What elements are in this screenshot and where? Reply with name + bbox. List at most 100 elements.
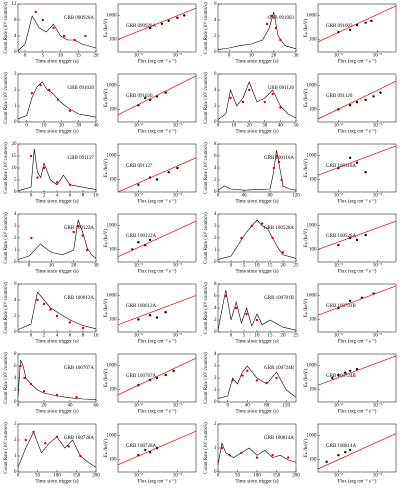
x-axis-label: Time since trigger (s) [35, 410, 78, 415]
data-point [167, 19, 170, 22]
data-point [372, 95, 375, 98]
x-tick-label: 10 [249, 54, 255, 59]
x-tick-label: 200 [92, 474, 100, 479]
x-tick-label: 100 [53, 474, 61, 479]
panel-title: GRB 100612A [126, 304, 157, 309]
y-tick-label: 1000 [107, 434, 118, 439]
x-tick-label: 30 [94, 264, 100, 269]
y-axis-label: Count Rate (10³ counts/s) [3, 422, 9, 474]
x-tick-label: 50 [294, 124, 300, 129]
x-tick-label: 0 [230, 264, 233, 269]
y-axis-label: Count Rate (10³ counts/s) [203, 282, 209, 334]
data-point [85, 248, 89, 252]
data-point [275, 376, 278, 380]
x-tick-label: 10⁻⁵ [373, 53, 383, 59]
plot-frame [317, 353, 397, 403]
y-axis-label: Eₚ (keV) [304, 369, 309, 387]
data-point [55, 435, 59, 438]
plot-frame [317, 143, 397, 193]
data-point [67, 445, 70, 448]
x-tick-label: 10⁻⁶ [134, 263, 144, 269]
plot-frame [217, 213, 297, 263]
data-point [240, 236, 243, 240]
data-point [241, 100, 245, 104]
y-axis-label: Count Rate (10³ counts/s) [3, 2, 9, 54]
x-tick-label: 4 [56, 334, 59, 339]
y-axis-label: Count Rate (10³ counts/s) [203, 2, 209, 54]
x-tick-label: 20 [71, 264, 77, 269]
series-line [17, 291, 97, 330]
data-point [228, 454, 231, 457]
panel-title: GRB 100122A [64, 226, 95, 231]
data-point [263, 100, 266, 104]
panel-title: GRB 091020 [67, 86, 94, 91]
plot-frame [217, 3, 297, 53]
y-tick-label: 2 [214, 236, 217, 241]
x-tick-label: 0 [230, 334, 233, 339]
x-axis-label: Time since trigger (s) [235, 130, 278, 135]
y-tick-label: 100 [109, 318, 117, 323]
x-tick-label: 2 [43, 334, 46, 339]
series-line [317, 5, 397, 43]
plot-frame [217, 143, 297, 193]
panel-title: GRB 100724B [264, 366, 295, 371]
data-point [29, 382, 33, 386]
y-tick-label: 2 [214, 34, 217, 39]
plot-frame [217, 283, 297, 333]
y-tick-label: 100 [309, 458, 317, 463]
x-tick-label: 100 [253, 474, 261, 479]
y-axis-label: Count Rate (10³ counts/s) [3, 352, 9, 404]
y-tick-label: 100 [109, 178, 117, 183]
data-point [72, 230, 75, 234]
y-tick-label: 1000 [107, 84, 118, 89]
x-tick-label: 0 [217, 124, 220, 129]
x-tick-label: 10⁻⁵ [373, 333, 383, 339]
x-axis-label: Time since trigger (s) [235, 340, 278, 345]
data-point [255, 456, 259, 459]
x-tick-label: 15 [268, 334, 274, 339]
series-line [17, 148, 97, 192]
x-tick-label: 20 [281, 334, 287, 339]
x-axis-label: Time since trigger (s) [235, 60, 278, 65]
series-line [117, 220, 197, 257]
data-point [73, 38, 76, 42]
y-tick-label: 2 [14, 314, 17, 319]
y-axis-label: Count Rate (10³ counts/s) [3, 72, 9, 124]
series-line [117, 357, 197, 396]
x-axis-label: Time since trigger (s) [35, 200, 78, 205]
x-axis-label: Time since trigger (s) [35, 340, 78, 345]
y-tick-label: 3 [14, 422, 17, 427]
data-point [379, 91, 382, 94]
data-point [44, 442, 47, 445]
panel-title: GRB 090926A [64, 16, 95, 21]
y-tick-label: 2 [214, 318, 217, 323]
y-tick-label: 1 [14, 454, 17, 459]
series-line [17, 219, 97, 260]
data-point [176, 16, 179, 19]
y-tick-label: 6 [214, 72, 217, 77]
y-tick-label: 1000 [307, 14, 318, 19]
x-tick-label: 0 [30, 194, 33, 199]
y-tick-label: 4 [14, 34, 17, 39]
data-point [229, 96, 232, 100]
series-line [217, 81, 297, 120]
y-tick-label: 1000 [107, 364, 118, 369]
x-tick-label: 10 [255, 264, 261, 269]
data-point [55, 393, 59, 396]
data-point [220, 446, 224, 450]
data-point [281, 251, 285, 254]
y-tick-label: 1000 [307, 154, 318, 159]
y-tick-label: 6 [14, 282, 17, 287]
panel-title: GRB 100728A [126, 444, 157, 449]
data-point [34, 10, 37, 14]
data-point [148, 238, 152, 242]
plot-frame [317, 3, 397, 53]
data-point [75, 396, 78, 399]
data-point [62, 34, 66, 38]
x-tick-label: 60 [94, 404, 100, 409]
y-axis-label: Eₚ (keV) [304, 159, 309, 177]
data-point [84, 34, 87, 38]
data-point [355, 161, 359, 164]
data-point [148, 451, 152, 454]
plot-frame [117, 353, 197, 403]
